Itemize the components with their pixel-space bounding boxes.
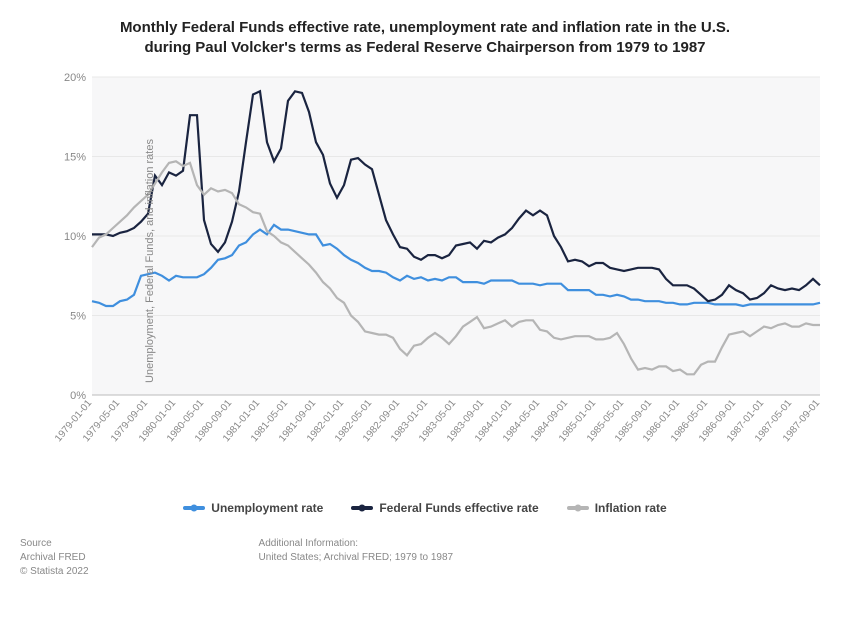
svg-text:20%: 20% bbox=[64, 72, 86, 84]
addinfo-text: United States; Archival FRED; 1979 to 19… bbox=[259, 551, 454, 565]
footer-source: Source Archival FRED © Statista 2022 bbox=[20, 537, 89, 579]
title-line2: during Paul Volcker's terms as Federal R… bbox=[144, 39, 705, 56]
source-line1: Archival FRED bbox=[20, 551, 89, 565]
legend-swatch-inflation bbox=[567, 506, 589, 510]
legend-label-inflation: Inflation rate bbox=[595, 501, 667, 515]
line-chart: 0%5%10%15%20%1979-01-011979-05-011979-09… bbox=[54, 71, 830, 501]
footer: Source Archival FRED © Statista 2022 Add… bbox=[20, 537, 830, 579]
legend-item-unemployment: Unemployment rate bbox=[183, 501, 323, 515]
chart-title: Monthly Federal Funds effective rate, un… bbox=[20, 10, 830, 71]
legend-item-fedfunds: Federal Funds effective rate bbox=[351, 501, 538, 515]
legend: Unemployment rate Federal Funds effectiv… bbox=[20, 501, 830, 515]
chart-container: Monthly Federal Funds effective rate, un… bbox=[0, 0, 850, 632]
legend-item-inflation: Inflation rate bbox=[567, 501, 667, 515]
legend-label-fedfunds: Federal Funds effective rate bbox=[379, 501, 538, 515]
legend-label-unemployment: Unemployment rate bbox=[211, 501, 323, 515]
footer-addinfo: Additional Information: United States; A… bbox=[259, 537, 454, 579]
source-line2: © Statista 2022 bbox=[20, 565, 89, 579]
svg-text:15%: 15% bbox=[64, 151, 86, 163]
svg-text:10%: 10% bbox=[64, 231, 86, 243]
y-axis-label: Unemployment, Federal Funds, and inflati… bbox=[144, 139, 156, 383]
source-header: Source bbox=[20, 537, 89, 551]
legend-swatch-fedfunds bbox=[351, 506, 373, 510]
legend-swatch-unemployment bbox=[183, 506, 205, 510]
title-line1: Monthly Federal Funds effective rate, un… bbox=[120, 19, 730, 36]
addinfo-header: Additional Information: bbox=[259, 537, 454, 551]
plot-area: Unemployment, Federal Funds, and inflati… bbox=[54, 71, 830, 451]
svg-text:5%: 5% bbox=[70, 310, 86, 322]
